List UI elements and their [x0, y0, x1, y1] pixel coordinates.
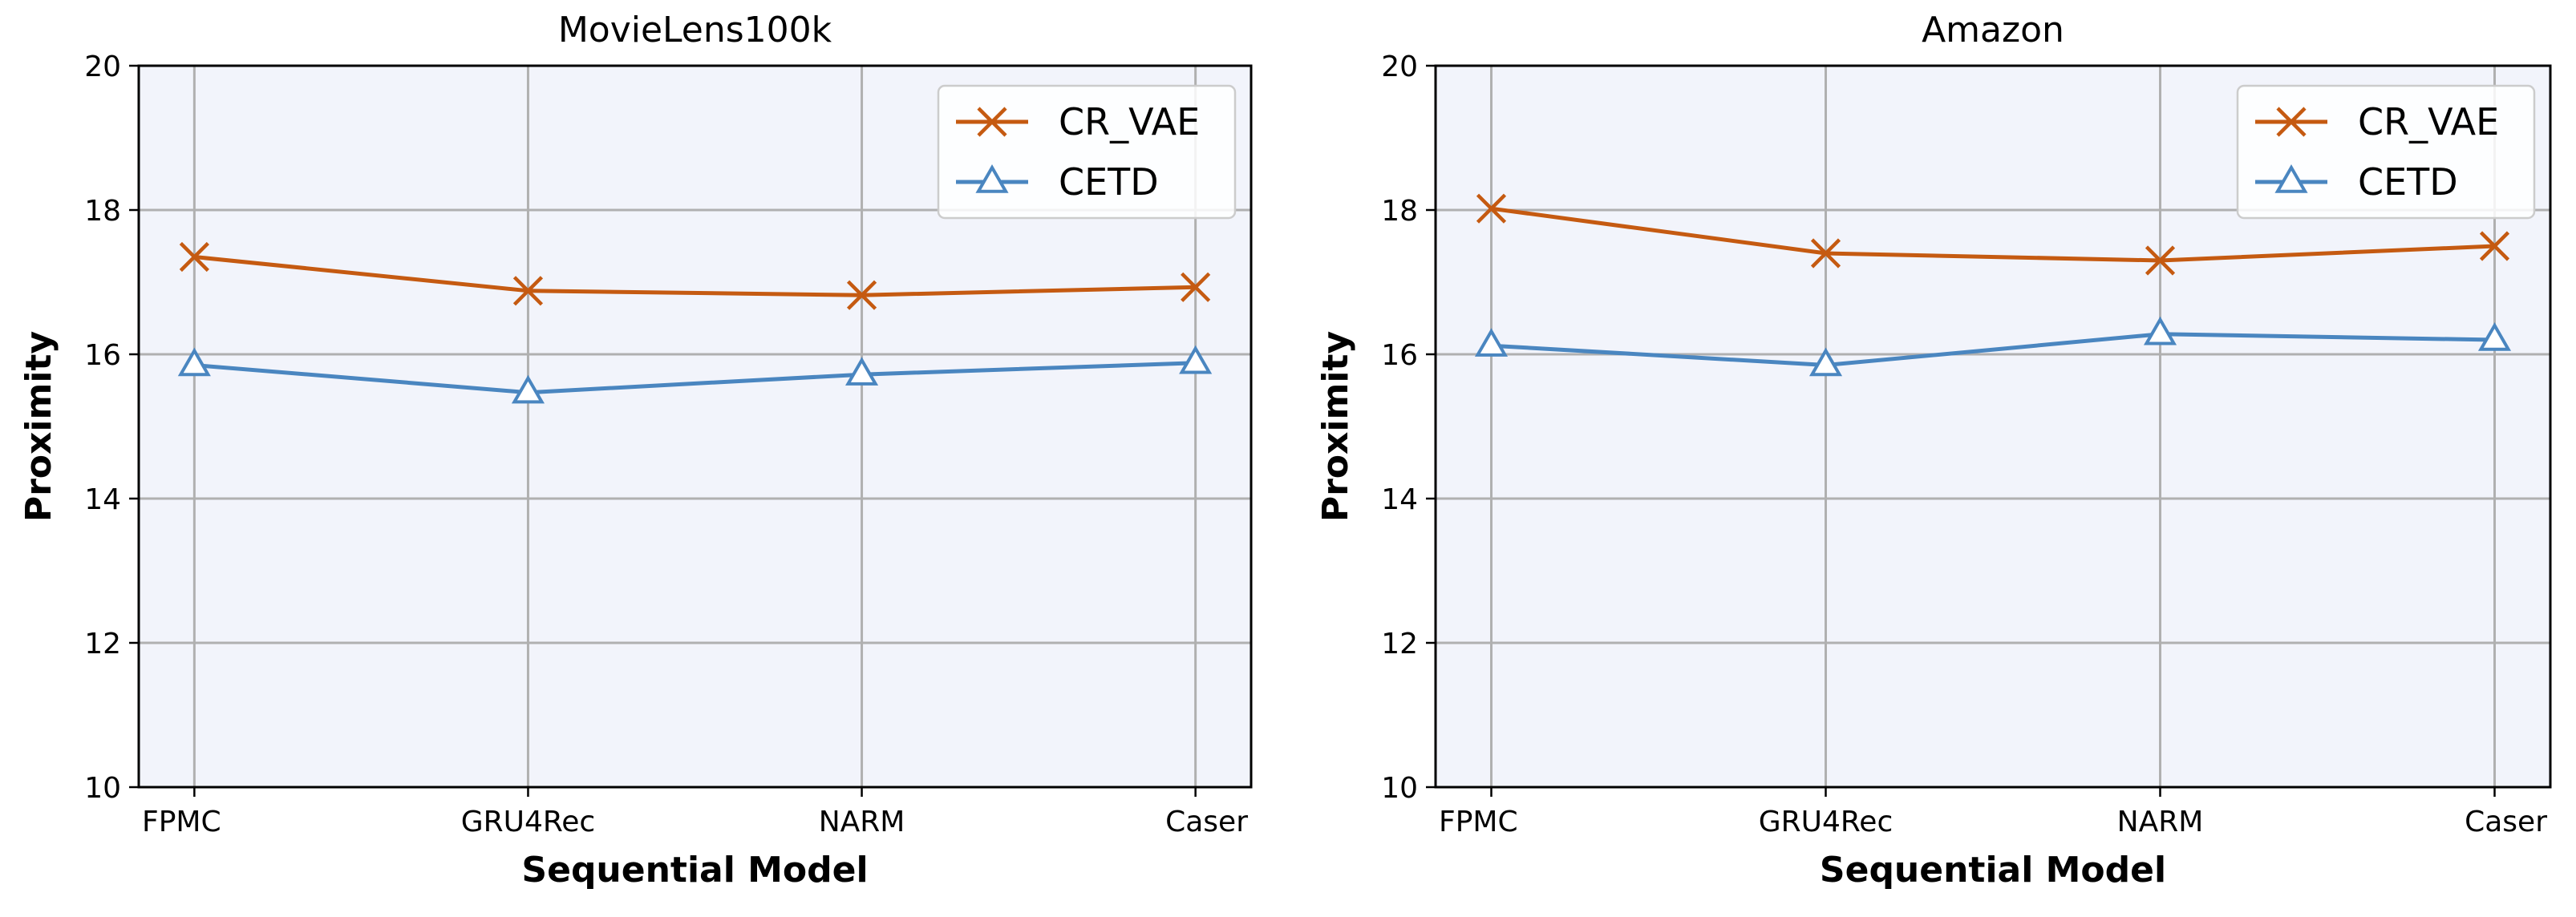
legend: CR_VAE CETD: [937, 84, 1237, 220]
legend-marker: [977, 107, 1007, 137]
data-point-cetd: [177, 347, 211, 377]
x-tick-label: NARM: [2117, 806, 2204, 838]
y-tick-label: 12: [84, 628, 121, 660]
series-line-cr_vae: [194, 255, 1196, 297]
y-tick-label: 12: [1381, 628, 1418, 660]
x-axis-label: Sequential Model: [521, 850, 868, 891]
x-tick-label: FPMC: [1439, 806, 1518, 838]
chart-panel-2: 10 12 14 16 18 20 FPMC GRU4Rec NARM Caser CR_VAE CE…: [1315, 10, 2552, 891]
y-tick-label: 10: [84, 772, 121, 805]
x-tick-label: NARM: [819, 806, 905, 838]
y-tick-label: 18: [84, 195, 121, 228]
legend-label: CR_VAE: [2358, 100, 2499, 143]
y-tick-label: 16: [84, 339, 121, 372]
y-tick-label: 14: [1381, 483, 1418, 516]
x-tick-label: FPMC: [142, 806, 221, 838]
y-tick-label: 14: [84, 483, 121, 516]
x-axis-label: Sequential Model: [1820, 850, 2166, 891]
data-point-cr_vae: [2145, 245, 2176, 276]
chart-title: Amazon: [1922, 10, 2064, 50]
plot-frame: [137, 64, 1253, 789]
y-axis-label: Proximity: [18, 331, 59, 522]
data-point-cetd: [511, 374, 545, 404]
y-tick-label: 10: [1381, 772, 1418, 805]
data-point-cr_vae: [846, 280, 877, 310]
legend-box: [937, 84, 1237, 220]
y-tick-label: 16: [1381, 339, 1418, 372]
data-point-cetd: [2143, 316, 2177, 345]
legend: CR_VAE CETD: [2236, 84, 2536, 220]
data-point-cr_vae: [179, 241, 209, 273]
y-axis-label: Proximity: [1315, 331, 1356, 522]
legend-marker: [2276, 107, 2307, 137]
legend-label: CR_VAE: [1059, 100, 1200, 143]
legend-marker: [975, 164, 1009, 193]
chart-panel-1: 10 12 14 16 18 20 FPMC GRU4Rec NARM Caser CR_VAE CE…: [18, 10, 1253, 891]
data-point-cetd: [1474, 328, 1509, 357]
data-point-cetd: [1179, 345, 1213, 374]
data-point-cr_vae: [1181, 272, 1211, 302]
x-tick-label: Caser: [2465, 806, 2547, 838]
y-tick-label: 20: [1381, 50, 1418, 83]
data-point-cr_vae: [512, 276, 544, 306]
x-tick-label: GRU4Rec: [1759, 806, 1894, 838]
series-line-cr_vae: [1491, 206, 2495, 263]
chart-title: MovieLens100k: [558, 10, 832, 50]
y-tick-label: 20: [84, 50, 121, 83]
plot-frame: [1434, 64, 2552, 789]
x-tick-label: GRU4Rec: [461, 806, 596, 838]
series-line-cetd: [194, 361, 1196, 395]
data-point-cr_vae: [2479, 231, 2510, 261]
legend-label: CETD: [1059, 160, 1159, 204]
x-tick-label: Caser: [1165, 806, 1248, 838]
legend-marker: [2274, 164, 2308, 193]
data-point-cetd: [1808, 347, 1843, 377]
data-point-cr_vae: [1476, 193, 1507, 224]
data-point-cetd: [2477, 321, 2512, 351]
legend-label: CETD: [2358, 160, 2458, 204]
data-point-cr_vae: [1810, 238, 1841, 269]
legend-box: [2236, 84, 2536, 220]
y-tick-label: 18: [1381, 195, 1418, 228]
data-point-cetd: [844, 357, 879, 386]
series-line-cetd: [1491, 332, 2495, 368]
